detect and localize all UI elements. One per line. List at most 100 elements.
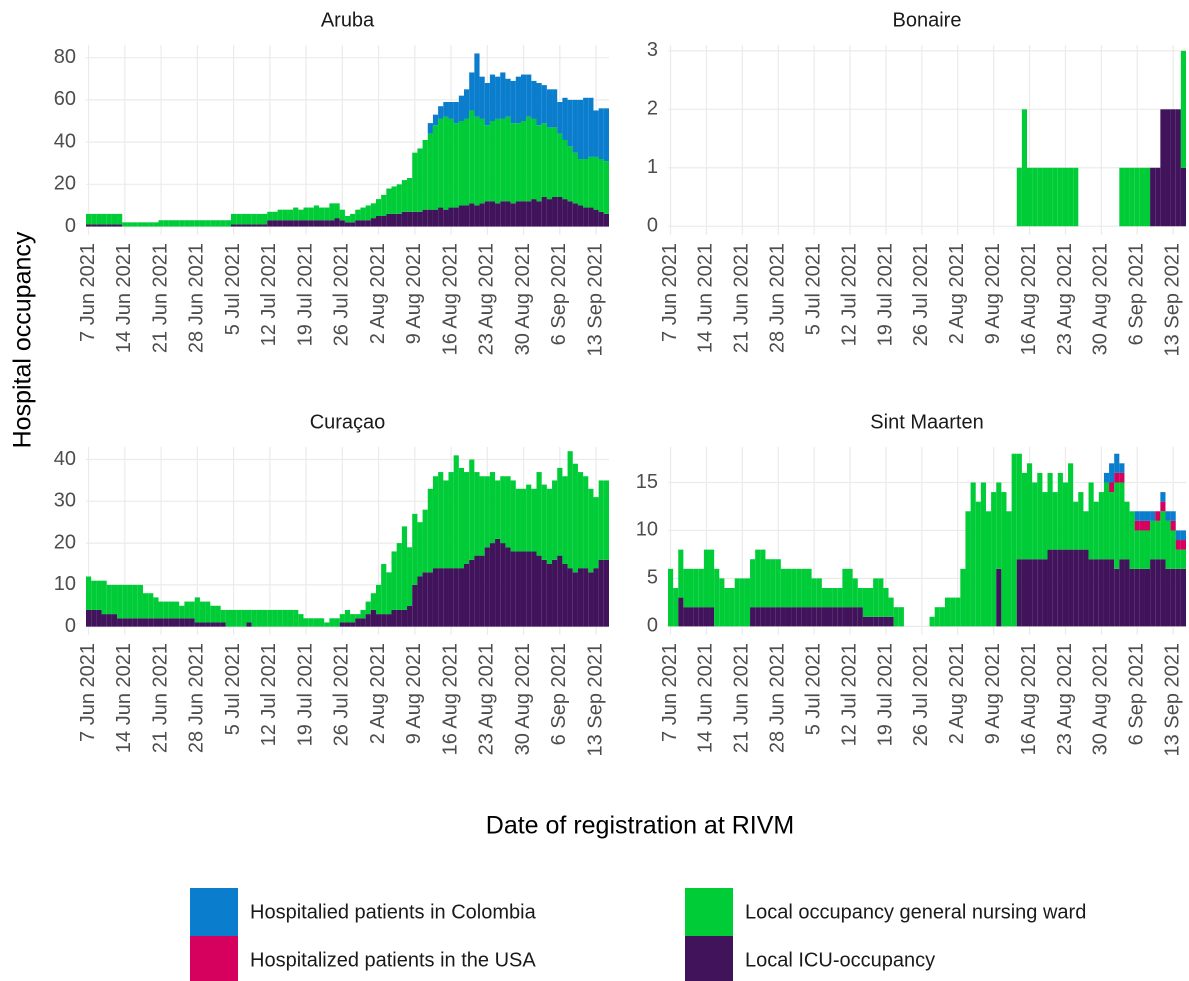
bar-segment bbox=[453, 123, 459, 208]
bar-segment bbox=[593, 156, 599, 210]
x-tick-label: 28 Jun 2021 bbox=[186, 643, 208, 753]
bar-segment bbox=[500, 543, 506, 627]
bar-segment bbox=[489, 121, 496, 202]
bar-segment bbox=[572, 463, 578, 573]
bar-segment bbox=[1170, 568, 1176, 627]
bar-segment bbox=[862, 588, 869, 617]
bar-segment bbox=[709, 549, 715, 608]
bar-segment bbox=[350, 614, 356, 623]
y-tick-label: 40 bbox=[54, 448, 76, 470]
bar-segment bbox=[1150, 520, 1156, 560]
bar-segment bbox=[593, 209, 599, 227]
bar-segment bbox=[520, 201, 527, 227]
y-tick-label: 20 bbox=[54, 531, 76, 553]
bar-segment bbox=[469, 72, 475, 111]
bar-segment bbox=[220, 220, 226, 227]
bar-segment bbox=[241, 609, 247, 627]
bar-segment bbox=[153, 597, 159, 619]
bar-segment bbox=[163, 220, 169, 227]
bar-segment bbox=[386, 188, 392, 214]
bar-segment bbox=[236, 224, 242, 227]
bar-segment bbox=[396, 543, 402, 610]
x-tick-label: 2 Aug 2021 bbox=[946, 643, 968, 744]
bar-segment bbox=[703, 549, 710, 608]
bar-segment bbox=[432, 209, 439, 227]
bar-segment bbox=[588, 156, 594, 208]
bar-segment bbox=[562, 140, 568, 200]
bar-segment bbox=[205, 622, 211, 627]
bar-segment bbox=[562, 563, 568, 627]
bar-segment bbox=[438, 568, 444, 627]
bar-segment bbox=[760, 607, 766, 627]
bar-segment bbox=[970, 482, 976, 627]
bar-segment bbox=[313, 220, 320, 227]
bar-segment bbox=[826, 588, 833, 608]
bar-segment bbox=[520, 121, 527, 202]
x-tick-label: 6 Sep 2021 bbox=[548, 243, 570, 345]
bar-segment bbox=[1042, 559, 1048, 627]
bar-segment bbox=[811, 607, 817, 627]
x-tick-label: 23 Aug 2021 bbox=[1054, 643, 1076, 755]
x-tick-label: 30 Aug 2021 bbox=[512, 643, 534, 755]
bar-segment bbox=[132, 584, 138, 619]
x-tick-label: 28 Jun 2021 bbox=[767, 243, 789, 353]
bar-segment bbox=[1016, 453, 1022, 560]
bar-segment bbox=[1119, 167, 1125, 227]
bar-segment bbox=[520, 488, 527, 552]
bar-segment bbox=[1006, 511, 1012, 627]
bar-segment bbox=[898, 607, 904, 627]
bar-segment bbox=[319, 618, 325, 627]
bar-segment bbox=[811, 578, 817, 608]
bar-segment bbox=[515, 488, 521, 552]
bar-segment bbox=[438, 207, 444, 227]
bar-segment bbox=[1068, 167, 1074, 227]
bar-segment bbox=[417, 576, 423, 627]
bar-segment bbox=[407, 178, 413, 212]
bar-segment bbox=[505, 476, 511, 548]
bar-segment bbox=[1144, 568, 1151, 627]
bar-segment bbox=[386, 213, 392, 227]
bar-segment bbox=[210, 605, 216, 623]
bar-segment bbox=[806, 568, 812, 608]
bar-segment bbox=[148, 222, 154, 227]
bar-segment bbox=[837, 607, 843, 627]
x-tick-label: 14 Jun 2021 bbox=[113, 643, 135, 753]
bar-segment bbox=[515, 201, 521, 227]
bar-segment bbox=[199, 220, 206, 227]
bar-segment bbox=[500, 118, 506, 202]
bar-segment bbox=[111, 614, 118, 627]
bar-segment bbox=[339, 622, 345, 627]
x-tick-label: 6 Sep 2021 bbox=[1126, 643, 1148, 745]
bar-segment bbox=[438, 118, 444, 208]
bar-segment bbox=[557, 102, 563, 134]
bar-segment bbox=[464, 472, 470, 564]
bar-segment bbox=[862, 616, 869, 627]
x-tick-label: 30 Aug 2021 bbox=[1090, 643, 1112, 755]
bar-segment bbox=[567, 568, 573, 627]
bar-segment bbox=[365, 601, 371, 615]
bar-segment bbox=[360, 207, 366, 221]
bar-segment bbox=[698, 568, 704, 608]
x-tick-label: 9 Aug 2021 bbox=[982, 643, 1004, 744]
bar-segment bbox=[603, 559, 609, 627]
bar-segment bbox=[1150, 559, 1156, 627]
bar-segment bbox=[111, 584, 118, 615]
bar-segment bbox=[344, 609, 351, 623]
bar-segment bbox=[1160, 559, 1166, 627]
bar-segment bbox=[464, 205, 470, 227]
bar-segment bbox=[515, 76, 521, 124]
bar-segment bbox=[852, 578, 858, 608]
bar-segment bbox=[1124, 559, 1130, 627]
bar-segment bbox=[816, 578, 822, 608]
bar-segment bbox=[847, 568, 853, 608]
bar-segment bbox=[313, 618, 320, 627]
x-tick-label: 19 Jul 2021 bbox=[294, 243, 316, 346]
bar-segment bbox=[489, 201, 496, 227]
bar-segment bbox=[883, 616, 889, 627]
x-tick-label: 28 Jun 2021 bbox=[767, 643, 789, 753]
bar-segment bbox=[334, 203, 340, 219]
bar-segment bbox=[199, 622, 206, 627]
bar-segment bbox=[106, 213, 112, 225]
bar-segment bbox=[469, 110, 475, 204]
bar-segment bbox=[531, 488, 537, 552]
